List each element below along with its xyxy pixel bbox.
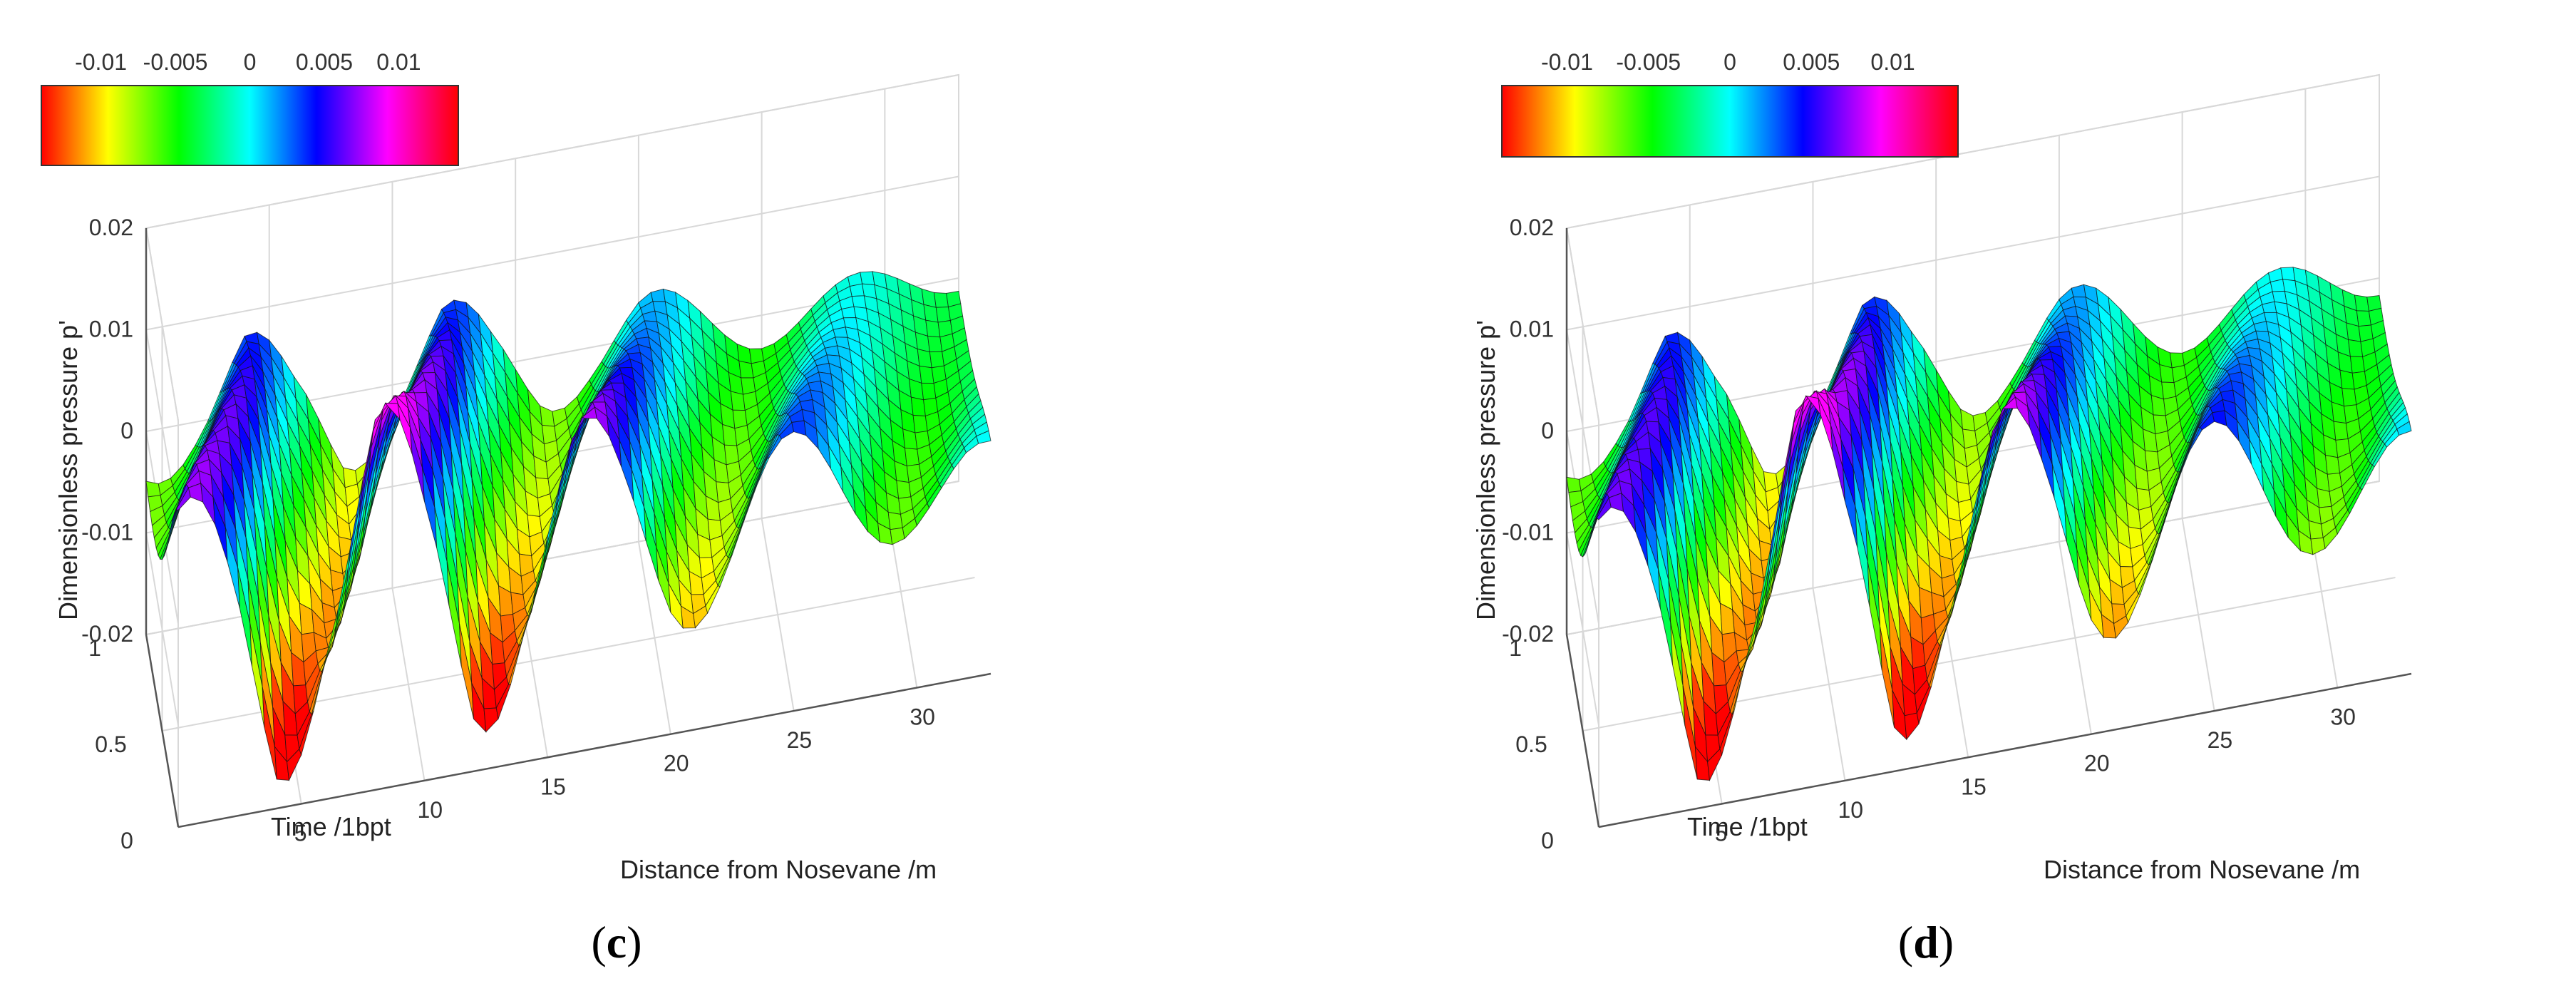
y-tick-label: 0.5 — [95, 731, 126, 757]
surface-patch — [904, 447, 920, 467]
surface-patch — [929, 351, 945, 369]
x-tick-label: 30 — [910, 704, 935, 730]
y-tick-label: 0.5 — [1515, 731, 1547, 757]
x-tick-label: 10 — [1838, 797, 1863, 823]
axis-ticks: 5 10 15 20 25 30 0 0.5 1-0.02 -0.01 0 0.01 0.02 — [1502, 215, 2356, 853]
z-tick-label: -0.02 — [1502, 621, 1554, 647]
surface-patch — [2310, 537, 2326, 555]
y-axis-label: Time /1bpt — [1687, 812, 1808, 841]
surface-patch — [2396, 421, 2412, 436]
z-axis-label: Dimensionless pressure p' — [1471, 320, 1500, 620]
colorbar: -0.01 -0.005 0 0.005 0.01 — [41, 49, 459, 166]
x-tick-label: 5 — [294, 820, 307, 846]
y-axis-line — [1565, 634, 1600, 828]
colorbar-tick-label: 0.01 — [376, 49, 421, 75]
x-tick-label: 25 — [2207, 727, 2233, 753]
surface-patch — [933, 292, 949, 308]
colorbar: -0.01 -0.005 0 0.005 0.01 — [1501, 49, 1959, 158]
x-tick-label: 20 — [664, 751, 689, 776]
surface-patch — [736, 343, 752, 364]
x-axis-label: Distance from Nosevane /m — [620, 855, 937, 884]
y-axis-label: Time /1bpt — [271, 812, 391, 841]
axis-ticks: 5 10 15 20 25 30 0 0.5 1-0.02 -0.01 0 0.01 0.02 — [81, 215, 935, 853]
panel-c: 5 10 15 20 25 30 0 0.5 1 -0.02 -0.01 0 0.01 0.02 -0.0… — [41, 49, 991, 967]
surface-patch — [849, 283, 865, 297]
surface-patch — [2356, 310, 2371, 327]
x-tick-label: 30 — [2330, 704, 2356, 730]
z-tick-label: -0.01 — [81, 520, 133, 545]
y-tick-label: 1 — [1509, 635, 1522, 661]
surface-patch — [935, 307, 951, 323]
y-axis-line — [145, 634, 180, 828]
z-tick-label: 0 — [1541, 418, 1554, 443]
surface-patch — [483, 707, 499, 733]
x-tick-label: 15 — [1961, 774, 1987, 799]
surface-patch — [2349, 356, 2366, 374]
colorbar-gradient — [41, 85, 459, 166]
surface-mesh — [145, 271, 991, 782]
y-tick-label: 0 — [120, 828, 133, 853]
colorbar-tick-label: 0 — [1724, 49, 1736, 75]
surface-plot-c: 5 10 15 20 25 30 0 0.5 1-0.02 -0.01 0 0.01 0.02 -0.0… — [41, 49, 991, 884]
surface-mesh — [1566, 267, 2412, 782]
surface-patch — [650, 288, 666, 302]
surface-patch — [890, 527, 905, 545]
surface-patch — [2341, 388, 2357, 407]
panel-label-c: (c) — [591, 917, 642, 967]
surface-patch — [860, 271, 875, 285]
surface-patch — [976, 430, 991, 444]
panel-label-d: (d) — [1897, 917, 1954, 967]
surface-patch — [2153, 414, 2168, 435]
surface-patch — [540, 405, 555, 427]
z-tick-label: 0.01 — [89, 317, 133, 342]
surface-patch — [1904, 712, 1920, 741]
surface-plot-d: 5 10 15 20 25 30 0 0.5 1-0.02 -0.01 0 0.01 0.02 -0.0… — [1471, 49, 2412, 884]
colorbar-tick-label: 0.01 — [1870, 49, 1915, 75]
y-tick-label: 0 — [1541, 828, 1554, 853]
colorbar-tick-label: -0.01 — [1541, 49, 1593, 75]
surface-patch — [791, 420, 807, 436]
surface-patch — [927, 335, 943, 353]
x-axis-label: Distance from Nosevane /m — [2044, 855, 2360, 884]
colorbar-tick-label: -0.01 — [75, 49, 127, 75]
x-tick-label: 15 — [540, 774, 566, 799]
colorbar-gradient — [1501, 85, 1959, 158]
colorbar-tick-label: -0.005 — [143, 49, 208, 75]
z-tick-label: 0 — [120, 418, 133, 443]
z-tick-label: 0.02 — [1510, 215, 1554, 240]
colorbar-tick-label: 0.005 — [296, 49, 353, 75]
surface-patch — [1960, 409, 1976, 431]
x-axis-line — [1598, 672, 2412, 828]
colorbar-tick-label: 0.005 — [1783, 49, 1840, 75]
x-axis-line — [177, 672, 991, 828]
panel-d: 5 10 15 20 25 30 0 0.5 1 -0.02 -0.01 0 0.01 0.02 -0.0… — [1288, 0, 2576, 996]
x-tick-label: 5 — [1715, 820, 1728, 846]
x-tick-label: 10 — [417, 797, 443, 823]
x-tick-label: 25 — [787, 727, 813, 753]
colorbar-tick-label: -0.005 — [1616, 49, 1681, 75]
colorbar-tick-label: 0 — [244, 49, 257, 75]
z-tick-label: 0.01 — [1510, 317, 1554, 342]
z-tick-label: -0.02 — [81, 621, 133, 647]
surface-patch — [2212, 410, 2227, 426]
surface-patch — [921, 382, 937, 401]
z-tick-label: -0.01 — [1502, 520, 1554, 545]
surface-patch — [2071, 284, 2086, 298]
z-axis-label: Dimensionless pressure p' — [53, 320, 83, 620]
x-tick-label: 20 — [2084, 751, 2110, 776]
y-tick-label: 1 — [88, 635, 101, 661]
surface-patch — [912, 415, 928, 433]
surface-patch — [2144, 450, 2160, 472]
z-tick-label: 0.02 — [89, 215, 133, 240]
surface-patch — [2280, 267, 2296, 282]
